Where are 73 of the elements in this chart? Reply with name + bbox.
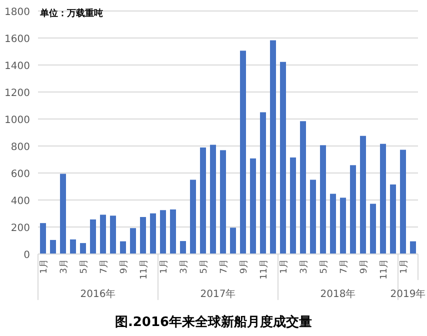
bar <box>290 157 296 254</box>
y-tick-label: 600 <box>10 169 30 180</box>
bar <box>320 145 326 254</box>
x-tick-label: 7月 <box>340 259 350 274</box>
y-tick-label: 800 <box>10 142 30 153</box>
x-tick-label: 1月 <box>400 259 410 274</box>
x-tick-label: 7月 <box>100 259 110 274</box>
bar <box>90 219 96 254</box>
x-tick-label: 7月 <box>220 259 230 274</box>
y-tick-label: 1200 <box>4 88 30 99</box>
bar <box>400 150 406 254</box>
bar <box>380 144 386 254</box>
bar <box>250 158 256 254</box>
text: 2016年 <box>80 288 116 300</box>
bar <box>150 213 156 254</box>
text: 图.2016年来全球新船月度成交量 <box>114 314 312 330</box>
bar <box>190 180 196 254</box>
x-tick-label: 1月 <box>40 259 50 274</box>
bar <box>410 241 416 254</box>
text: 2019年 <box>390 288 426 300</box>
y-tick-label: 1000 <box>4 115 30 126</box>
bar <box>210 144 216 254</box>
bar <box>390 184 396 254</box>
x-tick-label: 9月 <box>120 259 130 274</box>
bar <box>50 240 56 254</box>
x-tick-label: 1月 <box>160 259 170 274</box>
bar <box>260 112 266 254</box>
bar <box>340 198 346 254</box>
bar <box>370 204 376 254</box>
bar <box>70 239 76 254</box>
bar <box>40 223 46 254</box>
text: 2018年 <box>320 288 356 300</box>
bar <box>280 62 286 254</box>
x-tick-label: 9月 <box>240 259 250 274</box>
bar <box>200 147 206 254</box>
bar <box>330 194 336 254</box>
x-tick-label: 11月 <box>140 259 150 280</box>
bar <box>240 50 246 254</box>
x-tick-label: 11月 <box>380 259 390 280</box>
x-tick-label: 5月 <box>80 259 90 274</box>
y-tick-label: 1600 <box>4 34 30 45</box>
bar <box>300 121 306 254</box>
bar <box>80 243 86 254</box>
bar <box>360 136 366 254</box>
x-tick-label: 3月 <box>300 259 310 274</box>
bar <box>220 150 226 254</box>
x-tick-label: 5月 <box>200 259 210 274</box>
y-axis-title: 单位：万载重吨 <box>39 8 103 19</box>
bar <box>270 40 276 254</box>
x-tick-label: 5月 <box>320 259 330 274</box>
x-tick-label: 9月 <box>360 259 370 274</box>
y-tick-label: 1800 <box>4 7 30 18</box>
bar <box>310 180 316 254</box>
x-tick-label: 11月 <box>260 259 270 280</box>
bar <box>350 165 356 254</box>
bar <box>130 228 136 254</box>
x-tick-label: 1月 <box>280 259 290 274</box>
bar <box>160 210 166 254</box>
bar <box>230 228 236 254</box>
bar <box>120 241 126 254</box>
y-tick-label: 0 <box>24 250 30 261</box>
bar <box>170 209 176 254</box>
x-tick-label: 3月 <box>60 259 70 274</box>
y-tick-label: 200 <box>10 223 30 234</box>
bar <box>100 214 106 254</box>
y-tick-label: 400 <box>10 196 30 207</box>
y-tick-label: 1400 <box>4 61 30 72</box>
bar <box>110 216 116 254</box>
bar <box>60 174 66 254</box>
x-tick-label: 3月 <box>180 259 190 274</box>
text: 2017年 <box>200 288 236 300</box>
bar <box>180 241 186 254</box>
bar <box>140 217 146 254</box>
